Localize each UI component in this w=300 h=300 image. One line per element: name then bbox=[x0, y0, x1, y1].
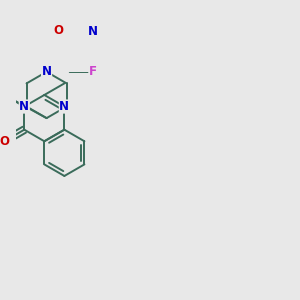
Text: N: N bbox=[88, 25, 98, 38]
Text: N: N bbox=[59, 100, 69, 113]
Text: N: N bbox=[19, 100, 29, 113]
Text: O: O bbox=[0, 135, 9, 148]
Text: O: O bbox=[53, 25, 63, 38]
Text: N: N bbox=[42, 65, 52, 78]
Text: F: F bbox=[89, 65, 97, 78]
